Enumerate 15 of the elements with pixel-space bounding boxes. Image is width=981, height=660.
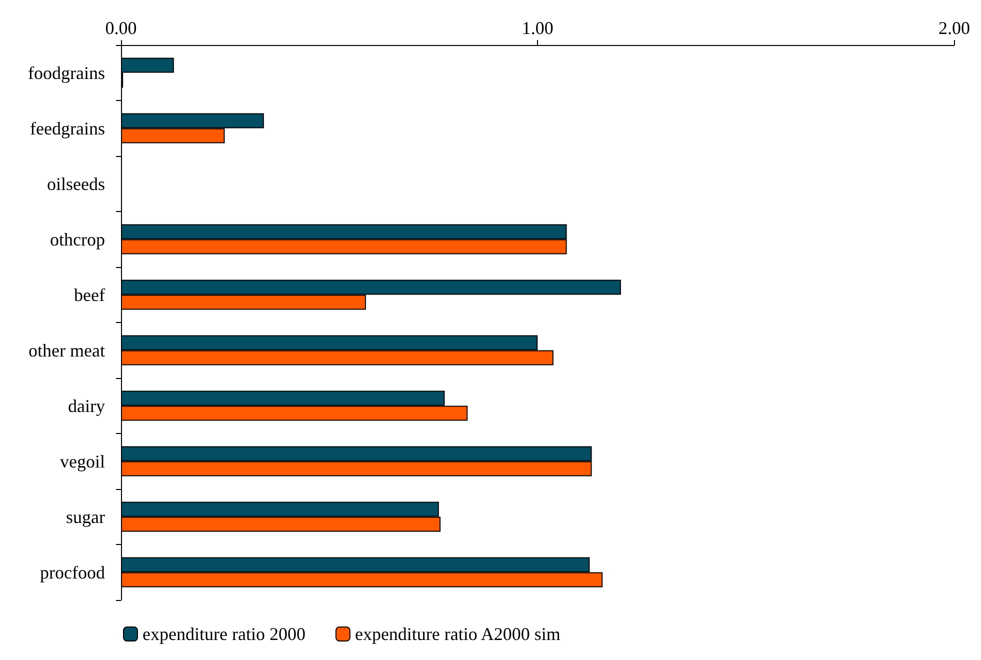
y-tick-label: vegoil xyxy=(60,451,105,472)
y-tick-label: foodgrains xyxy=(28,62,105,83)
y-tick-label: oilseeds xyxy=(47,174,105,194)
x-tick-label: 0.00 xyxy=(105,18,137,38)
y-tick-label: beef xyxy=(74,284,105,305)
y-tick-label: other meat xyxy=(28,340,105,360)
y-tick-label: feedgrains xyxy=(30,118,105,138)
y-tick-label: othcrop xyxy=(50,229,105,250)
x-tick-label: 1.00 xyxy=(522,18,554,38)
y-tick-label: sugar xyxy=(66,506,105,527)
x-tick-label: 2.00 xyxy=(938,18,970,38)
legend-label: expenditure ratio A2000 sim xyxy=(354,624,560,644)
y-tick-label: procfood xyxy=(40,562,105,582)
y-tick-label: dairy xyxy=(68,396,105,416)
legend-label: expenditure ratio 2000 xyxy=(142,624,306,644)
